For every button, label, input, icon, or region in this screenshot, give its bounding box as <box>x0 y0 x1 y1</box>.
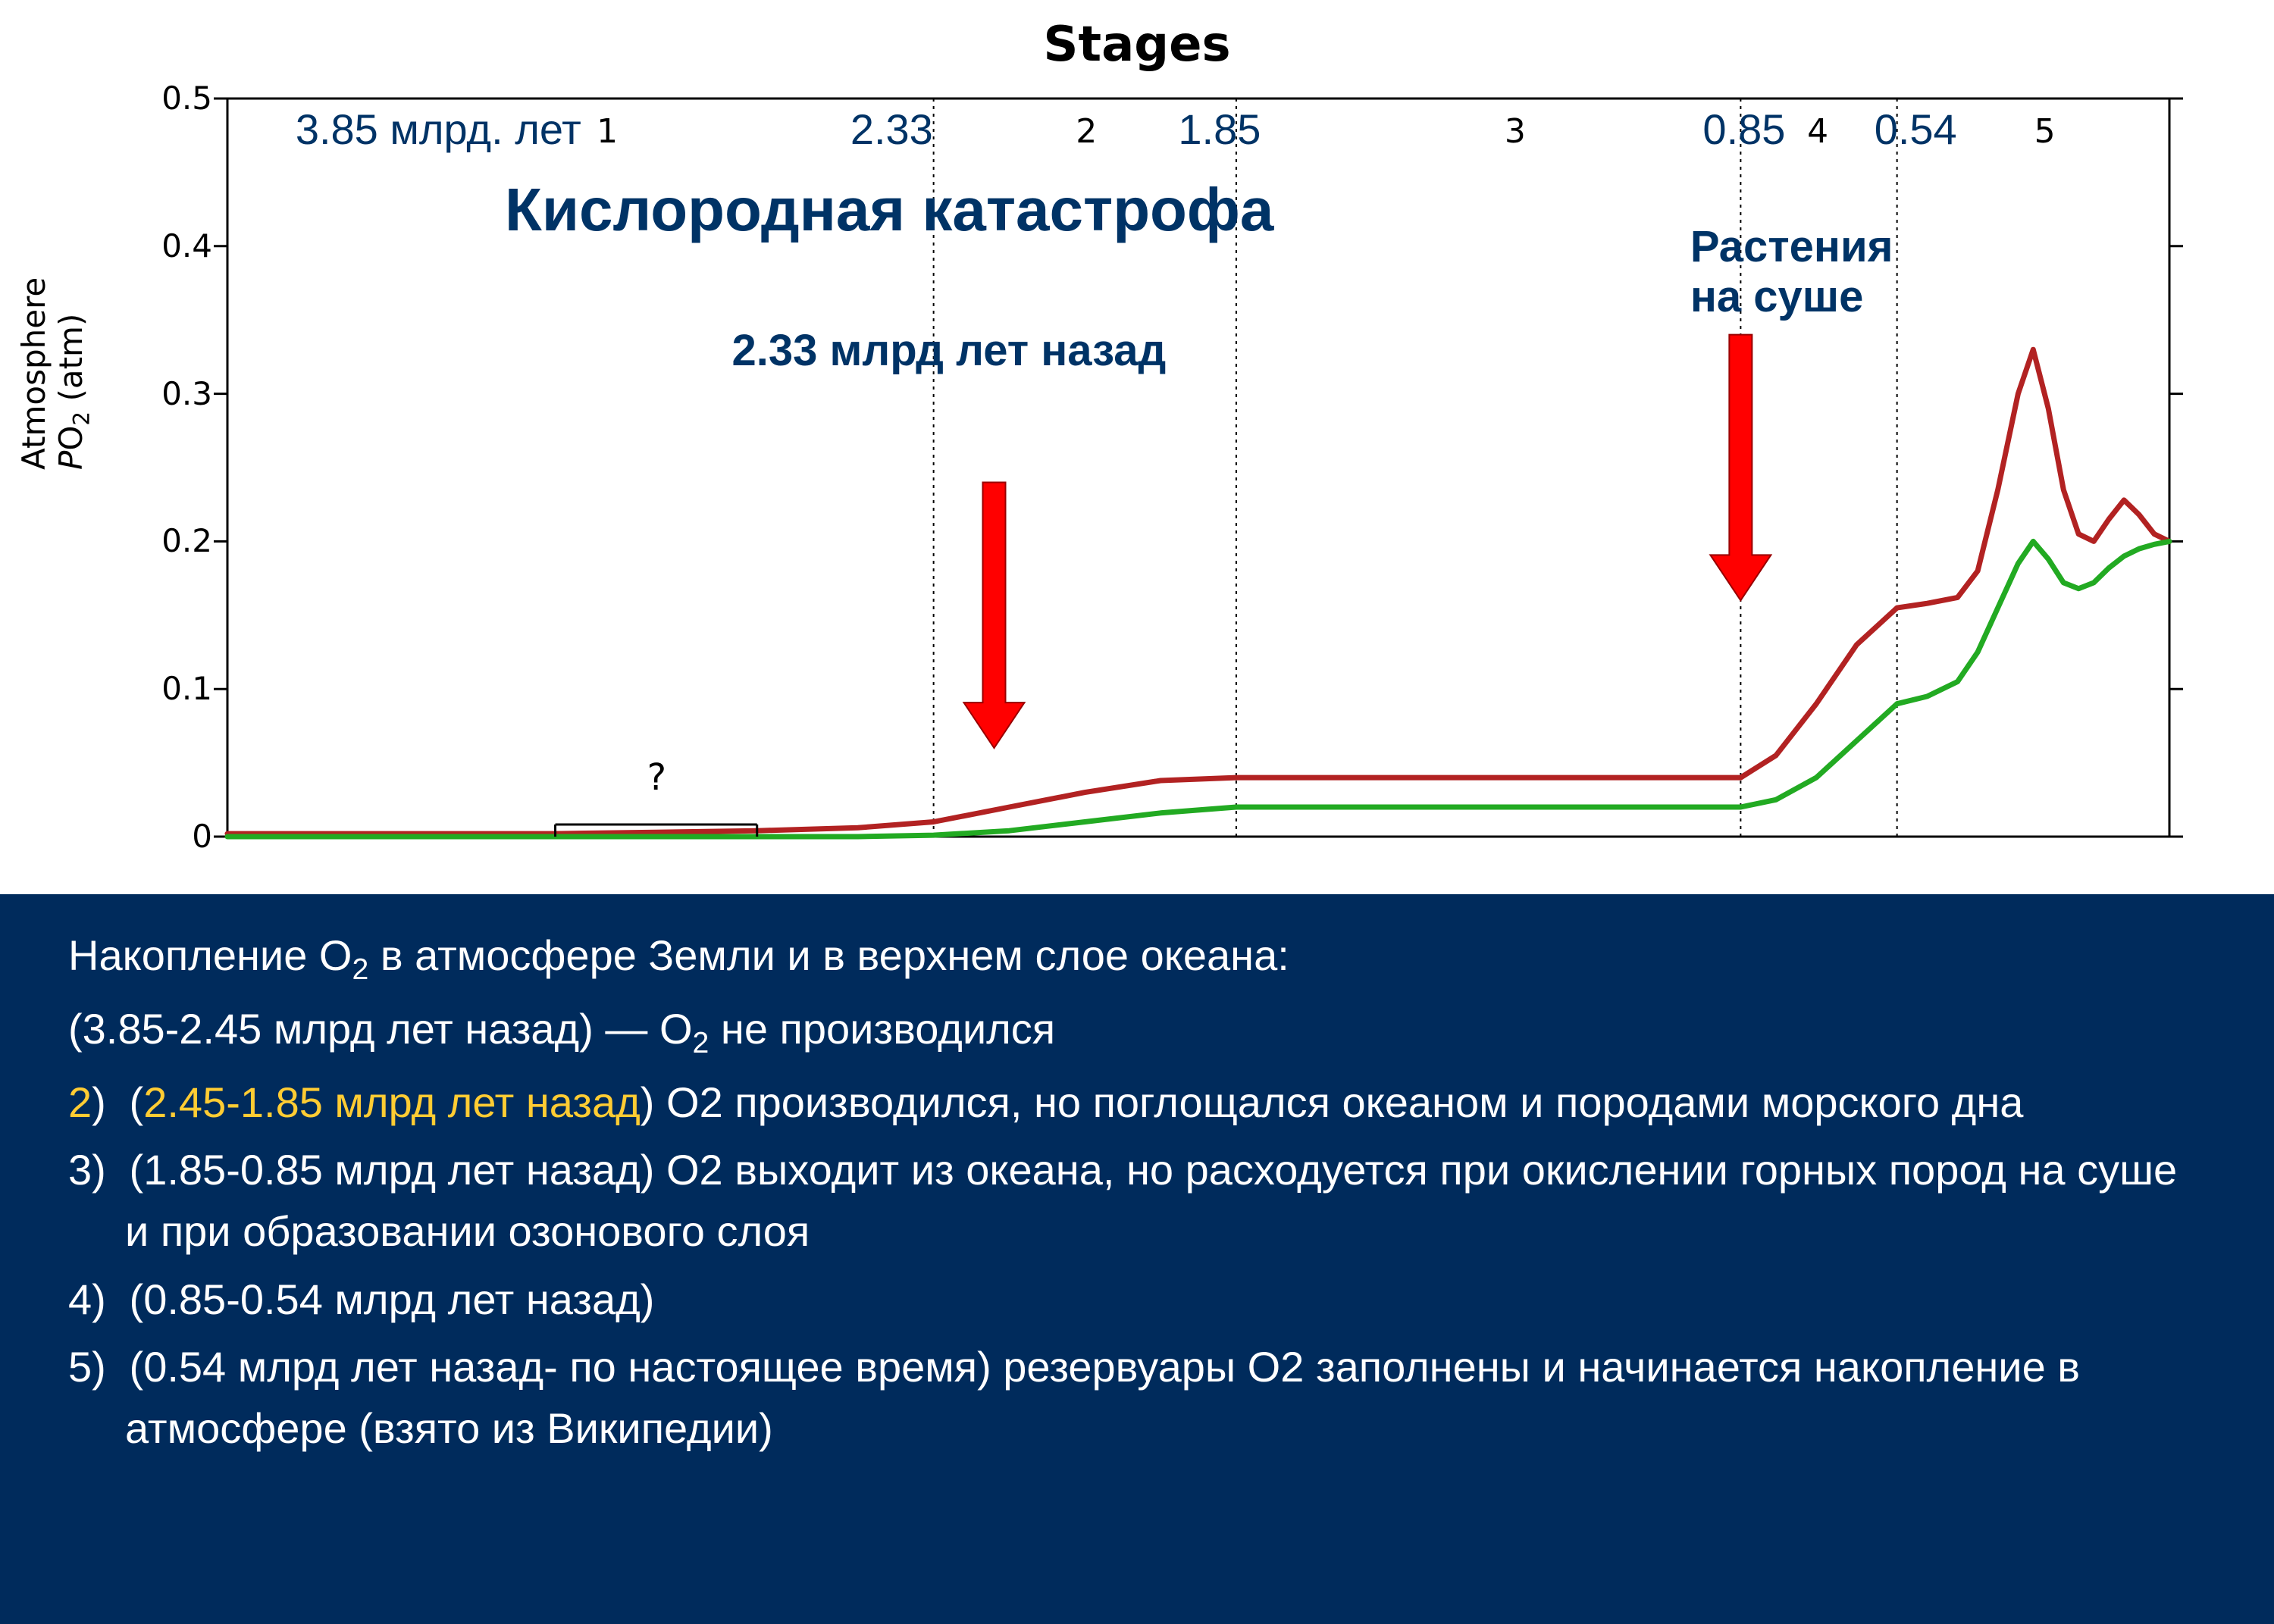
annotation-plants: Растенияна суше <box>1690 222 1893 323</box>
stage-number: 3 <box>1505 112 1526 151</box>
stage-number: 5 <box>2034 112 2056 151</box>
stage-number: 1 <box>597 112 618 151</box>
stage-number: 4 <box>1807 112 1828 151</box>
ytick-label: 0.1 <box>136 670 212 707</box>
stage-number: 2 <box>1076 112 1097 151</box>
intro-line: Накопление O2 в атмосфере Земли и в верх… <box>68 925 2206 992</box>
top-label: 0.54 <box>1875 105 1957 154</box>
ytick-label: 0.3 <box>136 375 212 412</box>
top-label: 2.33 <box>850 105 933 154</box>
top-label: 0.85 <box>1702 105 1785 154</box>
top-label: 1.85 <box>1178 105 1261 154</box>
ytick-label: 0.5 <box>136 80 212 117</box>
question-mark: ? <box>647 756 666 799</box>
annotation-main: Кислородная катастрофа <box>505 175 1273 245</box>
ytick-label: 0.4 <box>136 227 212 264</box>
ytick-label: 0.2 <box>136 522 212 559</box>
legend-item: 5) (0.54 млрд лет назад- по настоящее вр… <box>68 1336 2206 1459</box>
legend-item: 3) (1.85-0.85 млрд лет назад) O2 выходит… <box>68 1139 2206 1262</box>
annotation-233: 2.33 млрд лет назад <box>731 325 1166 376</box>
stage1-line: (3.85-2.45 млрд лет назад) — O2 не произ… <box>68 998 2206 1065</box>
ytick-label: 0 <box>136 818 212 855</box>
legend-item: 2) (2.45-1.85 млрд лет назад) O2 произво… <box>68 1072 2206 1133</box>
chart-area: Stages AtmospherePO2 (atm) 00.10.20.30.4… <box>0 0 2274 894</box>
top-label: 3.85 млрд. лет <box>296 105 581 154</box>
bottom-panel: Накопление O2 в атмосфере Земли и в верх… <box>0 894 2274 1624</box>
legend-item: 4) (0.85-0.54 млрд лет назад) <box>68 1269 2206 1330</box>
